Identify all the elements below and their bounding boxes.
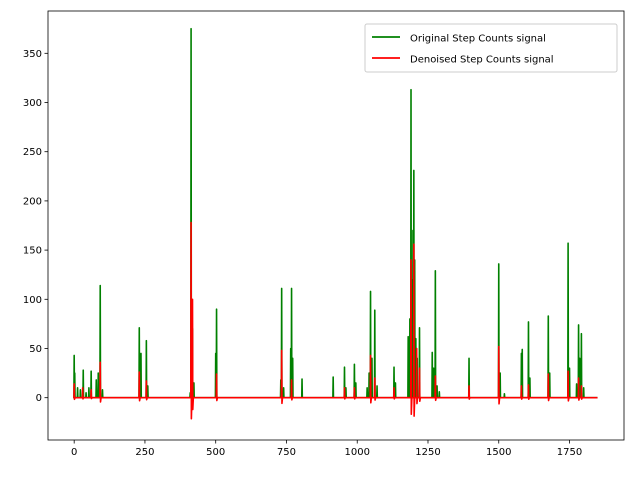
legend-box [364,23,618,73]
x-tick-label: 0 [71,447,77,458]
legend-label-original: Original Step Counts signal [410,34,546,45]
axes-frame [47,10,625,441]
y-tick-label: 350 [23,49,42,60]
y-tick-label: 100 [23,295,42,306]
y-axis: 0 50 100 150 200 250 300 350 [23,49,48,404]
x-tick-label: 1750 [557,447,582,458]
y-tick-label: 300 [23,98,42,109]
x-tick-label: 1000 [345,447,370,458]
y-tick-label: 150 [23,246,42,257]
x-tick-label: 250 [135,447,154,458]
legend: Original Step Counts signal Denoised Ste… [364,23,618,73]
x-tick-label: 750 [277,447,296,458]
x-axis: 0 250 500 750 1000 1250 1500 1750 [71,440,582,458]
y-tick-label: 50 [29,344,42,355]
y-tick-label: 0 [36,393,42,404]
series-line-denoised [73,221,598,420]
x-tick-label: 1250 [415,447,440,458]
y-tick-label: 200 [23,196,42,207]
plot-area [73,27,598,420]
x-tick-label: 500 [206,447,225,458]
y-tick-label: 250 [23,147,42,158]
legend-label-denoised: Denoised Step Counts signal [410,55,554,66]
x-tick-label: 1500 [486,447,511,458]
